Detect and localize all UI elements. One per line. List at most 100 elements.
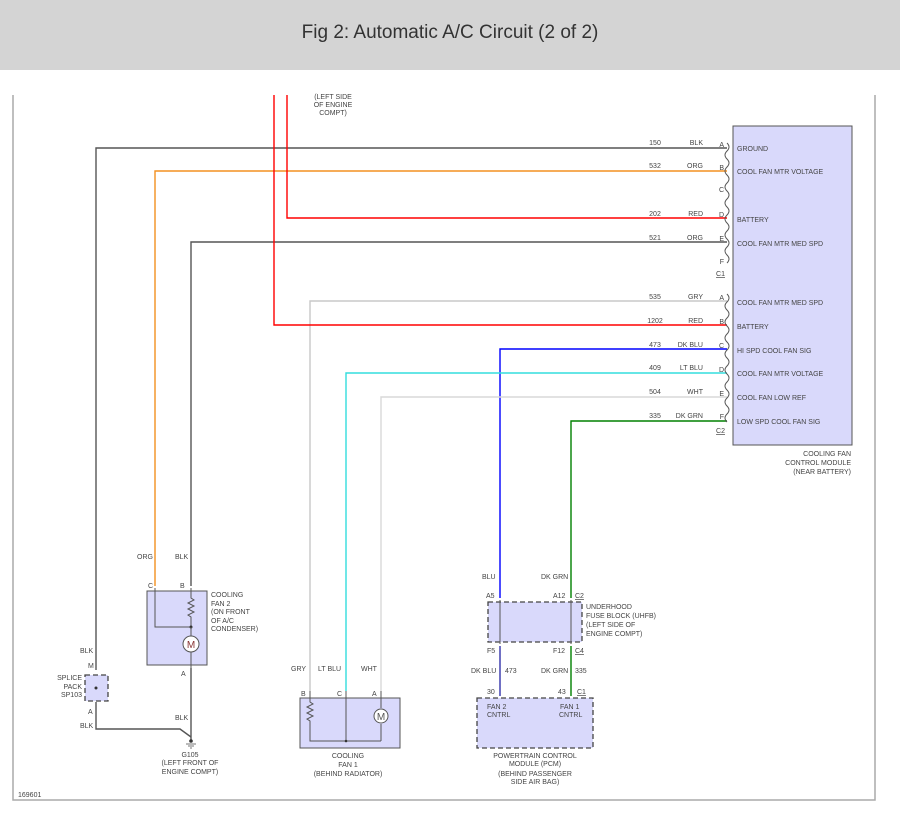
connector-c2-label: C2 [716,428,725,435]
wire-521 [190,241,727,586]
svg-text:504: 504 [649,389,661,396]
svg-text:473: 473 [649,342,661,349]
svg-text:BLK: BLK [80,723,94,730]
wire-202-red [286,95,727,219]
svg-text:409: 409 [649,365,661,372]
diagram-frame [12,95,876,801]
svg-text:M: M [88,663,94,670]
svg-text:C2: C2 [575,593,584,600]
svg-text:202: 202 [649,211,661,218]
svg-text:335: 335 [649,413,661,420]
svg-text:PACK: PACK [63,684,82,691]
svg-text:ORG: ORG [137,554,153,561]
svg-text:FAN 2: FAN 2 [487,704,507,711]
svg-text:335: 335 [575,668,587,675]
svg-text:E: E [719,391,724,398]
svg-text:MODULE (PCM): MODULE (PCM) [509,761,561,768]
svg-text:COOLING: COOLING [211,592,243,599]
svg-text:GROUND: GROUND [737,146,768,153]
wire-409-lt-blu [345,372,727,691]
wires [95,95,727,742]
module-caption: COOLING FAN CONTROL MODULE (NEAR BATTERY… [785,451,851,476]
wire-504-wht [380,396,727,691]
svg-text:COOL FAN LOW REF: COOL FAN LOW REF [737,395,806,402]
wire-535-gry [309,300,727,691]
svg-text:A: A [372,691,377,698]
svg-text:LOW SPD COOL FAN SIG: LOW SPD COOL FAN SIG [737,419,820,426]
svg-text:ORG: ORG [687,235,703,242]
svg-text:COOL FAN MTR VOLTAGE: COOL FAN MTR VOLTAGE [737,169,824,176]
svg-text:DK BLU: DK BLU [471,668,496,675]
svg-text:COOL FAN MTR MED SPD: COOL FAN MTR MED SPD [737,241,823,248]
svg-text:B: B [301,691,306,698]
cooling-fan-1: GRY LT BLU WHT B C A M COOLING FAN 1 (BE… [291,666,401,778]
svg-text:(BEHIND RADIATOR): (BEHIND RADIATOR) [314,771,383,778]
cooling-fan-control-module [732,125,853,446]
connector-c1-label: C1 [716,271,725,278]
svg-text:UNDERHOOD: UNDERHOOD [586,604,632,611]
svg-text:ENGINE COMPT): ENGINE COMPT) [586,631,642,638]
svg-text:WHT: WHT [687,389,704,396]
connector-c1-icon [724,142,730,264]
svg-text:M: M [377,712,385,723]
svg-text:CONDENSER): CONDENSER) [211,626,258,633]
svg-text:COMPT): COMPT) [319,110,347,117]
svg-text:BATTERY: BATTERY [737,324,769,331]
svg-text:FAN 2: FAN 2 [211,601,231,608]
svg-text:GRY: GRY [688,294,703,301]
svg-text:(LEFT SIDE OF: (LEFT SIDE OF [586,622,635,629]
svg-text:(BEHIND PASSENGER: (BEHIND PASSENGER [498,771,572,778]
svg-text:C1: C1 [577,689,586,696]
svg-text:532: 532 [649,163,661,170]
svg-text:OF A/C: OF A/C [211,618,234,625]
svg-text:HI SPD COOL FAN SIG: HI SPD COOL FAN SIG [737,348,811,355]
svg-text:D: D [719,367,724,374]
wire-473-dk-blu [499,348,727,598]
header-bar: Fig 2: Automatic A/C Circuit (2 of 2) [0,0,900,70]
svg-text:(LEFT SIDE: (LEFT SIDE [314,94,352,101]
svg-text:CONTROL MODULE: CONTROL MODULE [785,460,851,467]
svg-text:BLK: BLK [175,554,189,561]
svg-text:F12: F12 [553,648,565,655]
svg-text:LT BLU: LT BLU [680,365,703,372]
ground-icon [186,743,196,749]
cooling-fan-2: ORG BLK C B M A BLK COOLING FAN 2 (ON FR… [137,554,258,722]
svg-text:FAN 1: FAN 1 [338,762,358,769]
svg-text:C: C [719,343,724,350]
svg-text:DK GRN: DK GRN [541,574,568,581]
svg-text:OF ENGINE: OF ENGINE [314,102,353,109]
svg-text:C: C [719,187,724,194]
svg-text:1202: 1202 [647,318,663,325]
motor-icon [373,708,389,724]
svg-text:DK GRN: DK GRN [676,413,703,420]
svg-text:C: C [148,583,153,590]
page-title: Fig 2: Automatic A/C Circuit (2 of 2) [301,22,599,43]
svg-text:E: E [719,236,724,243]
svg-text:M: M [187,640,195,651]
svg-text:B: B [719,319,724,326]
svg-text:G105: G105 [181,752,198,759]
svg-text:BLK: BLK [80,648,94,655]
svg-text:(LEFT FRONT OF: (LEFT FRONT OF [162,760,219,767]
svg-text:CNTRL: CNTRL [559,712,582,719]
svg-text:ORG: ORG [687,163,703,170]
wire-splice-ground [95,702,192,738]
svg-text:GRY: GRY [291,666,306,673]
svg-text:473: 473 [505,668,517,675]
svg-text:BLU: BLU [482,574,496,581]
svg-text:30: 30 [487,689,495,696]
c1-pins: 150 BLK A GROUND 532 ORG B COOL FAN MTR … [649,140,823,278]
svg-text:ENGINE COMPT): ENGINE COMPT) [162,769,218,776]
svg-text:FAN 1: FAN 1 [560,704,580,711]
svg-text:FUSE BLOCK (UHFB): FUSE BLOCK (UHFB) [586,613,656,620]
wire-150-blk [95,147,727,670]
wire-335-dk-grn [570,420,727,598]
svg-text:COOL FAN MTR MED SPD: COOL FAN MTR MED SPD [737,300,823,307]
svg-text:C4: C4 [575,648,584,655]
svg-text:COOL FAN MTR VOLTAGE: COOL FAN MTR VOLTAGE [737,371,824,378]
svg-text:B: B [719,165,724,172]
svg-text:LT BLU: LT BLU [318,666,341,673]
svg-text:COOLING FAN: COOLING FAN [803,451,851,458]
svg-text:A: A [181,671,186,678]
svg-text:SPLICE: SPLICE [57,675,82,682]
